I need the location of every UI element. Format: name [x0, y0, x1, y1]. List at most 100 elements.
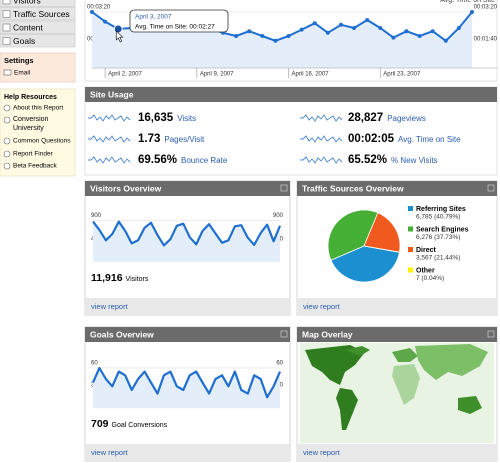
help-item[interactable]: About this Report	[13, 105, 63, 112]
total-label: Visitors	[126, 276, 149, 283]
y-tick-label: 00:03:20	[87, 5, 111, 11]
panel-footer	[85, 444, 290, 461]
metric-label[interactable]: Pageviews	[387, 114, 426, 123]
nav-item[interactable]: Visitors	[13, 0, 41, 5]
metric-value: 69.56%	[138, 154, 177, 166]
panel-title: Visitors Overview	[90, 183, 162, 193]
nav-item[interactable]: Content	[13, 22, 43, 32]
y-tick-label: 00:01:40	[474, 37, 498, 43]
point	[378, 26, 383, 30]
legend: Avg. Time on Site	[440, 0, 495, 4]
help-box	[0, 88, 76, 177]
point	[456, 26, 461, 30]
total-label: Goal Conversions	[112, 422, 168, 429]
point	[443, 38, 448, 43]
site-usage-header	[85, 87, 497, 102]
point	[430, 29, 435, 34]
view-report-link[interactable]: view report	[91, 302, 129, 311]
line	[92, 220, 282, 247]
sparkline	[300, 156, 343, 164]
nav-icon	[2, 0, 11, 5]
legend-label[interactable]: Direct	[416, 247, 437, 254]
point	[312, 21, 317, 26]
point	[286, 34, 291, 38]
help-icon	[3, 150, 11, 158]
panel-footer	[297, 444, 497, 461]
metric-value: 00:02:05	[348, 133, 395, 145]
legend-label[interactable]: Search Engines	[416, 226, 469, 233]
sparkline	[88, 114, 131, 122]
total-value: 709	[91, 418, 109, 430]
cursor	[115, 30, 124, 43]
panel-header	[85, 327, 290, 342]
nav-item-bg	[0, 0, 76, 7]
settings-item[interactable]: Email	[14, 70, 31, 77]
legend-label[interactable]: Referring Sites	[416, 206, 466, 213]
tooltip	[129, 9, 229, 33]
point	[470, 10, 474, 14]
help-item[interactable]: Report Finder	[13, 151, 54, 158]
panel-title: Site Usage	[90, 89, 134, 99]
australia	[458, 396, 482, 414]
settings-box	[0, 52, 76, 83]
pie-slice	[327, 209, 379, 261]
help-title: Help Resources	[4, 94, 57, 101]
point	[260, 34, 265, 38]
legend-value: 6,276 (37.73%)	[416, 234, 460, 241]
south-america	[336, 388, 358, 430]
metric-label[interactable]: Avg. Time on Site	[398, 135, 461, 144]
nav-item-bg	[0, 7, 76, 21]
view-report-link[interactable]: view report	[303, 302, 341, 311]
metric-label[interactable]: Bounce Rate	[181, 156, 228, 165]
sparkline	[88, 156, 131, 164]
help-item[interactable]: Common Questions	[13, 138, 71, 145]
panel-icon	[487, 184, 495, 192]
panel-icon	[487, 330, 495, 338]
panel-title: Goals Overview	[90, 329, 154, 339]
panel-footer	[85, 298, 290, 315]
legend-swatch	[408, 226, 413, 232]
view-report-link[interactable]: view report	[91, 448, 129, 457]
metric-label[interactable]: % New Visits	[391, 156, 438, 165]
nav-icon	[2, 23, 11, 32]
x-tick-label: April 23, 2007	[383, 72, 421, 78]
panel-header	[297, 327, 497, 342]
view-report-link[interactable]: view report	[303, 448, 341, 457]
sparkline	[300, 114, 343, 122]
help-icon	[3, 116, 11, 124]
point	[365, 18, 370, 22]
pie-slice	[363, 212, 401, 253]
x-tick-label: April 9, 2007	[200, 72, 234, 78]
nav-item-bg	[0, 20, 76, 34]
pie-slice	[363, 245, 400, 253]
legend-swatch	[408, 267, 413, 273]
panel-title: Traffic Sources Overview	[302, 183, 404, 193]
panel-icon	[280, 330, 288, 338]
metric-value: 1.73	[138, 133, 160, 145]
panel-footer	[297, 298, 497, 315]
point	[338, 22, 343, 27]
help-item[interactable]: Beta Feedback	[13, 163, 57, 170]
metric-value: 16,635	[138, 112, 174, 124]
pie-slice	[330, 245, 400, 283]
point	[352, 26, 357, 30]
help-item-wrap: Conversion University	[13, 116, 49, 132]
help-icon	[3, 104, 11, 112]
nav-icon	[2, 10, 11, 18]
help-item[interactable]: Conversion University	[13, 116, 49, 132]
nav-item[interactable]: Goals	[13, 36, 35, 46]
help-icon	[3, 137, 11, 145]
email-icon	[3, 69, 12, 76]
legend-label[interactable]: Other	[416, 267, 435, 274]
point	[417, 34, 422, 38]
point	[90, 10, 94, 14]
asia	[415, 344, 488, 380]
legend-value: 7 (0.04%)	[416, 275, 444, 282]
africa	[392, 364, 420, 405]
point	[247, 29, 252, 34]
nav-item[interactable]: Traffic Sources	[13, 9, 70, 19]
panel-icon	[280, 184, 288, 192]
metric-label[interactable]: Pages/Visit	[164, 135, 205, 144]
metric-label[interactable]: Visits	[177, 114, 196, 123]
